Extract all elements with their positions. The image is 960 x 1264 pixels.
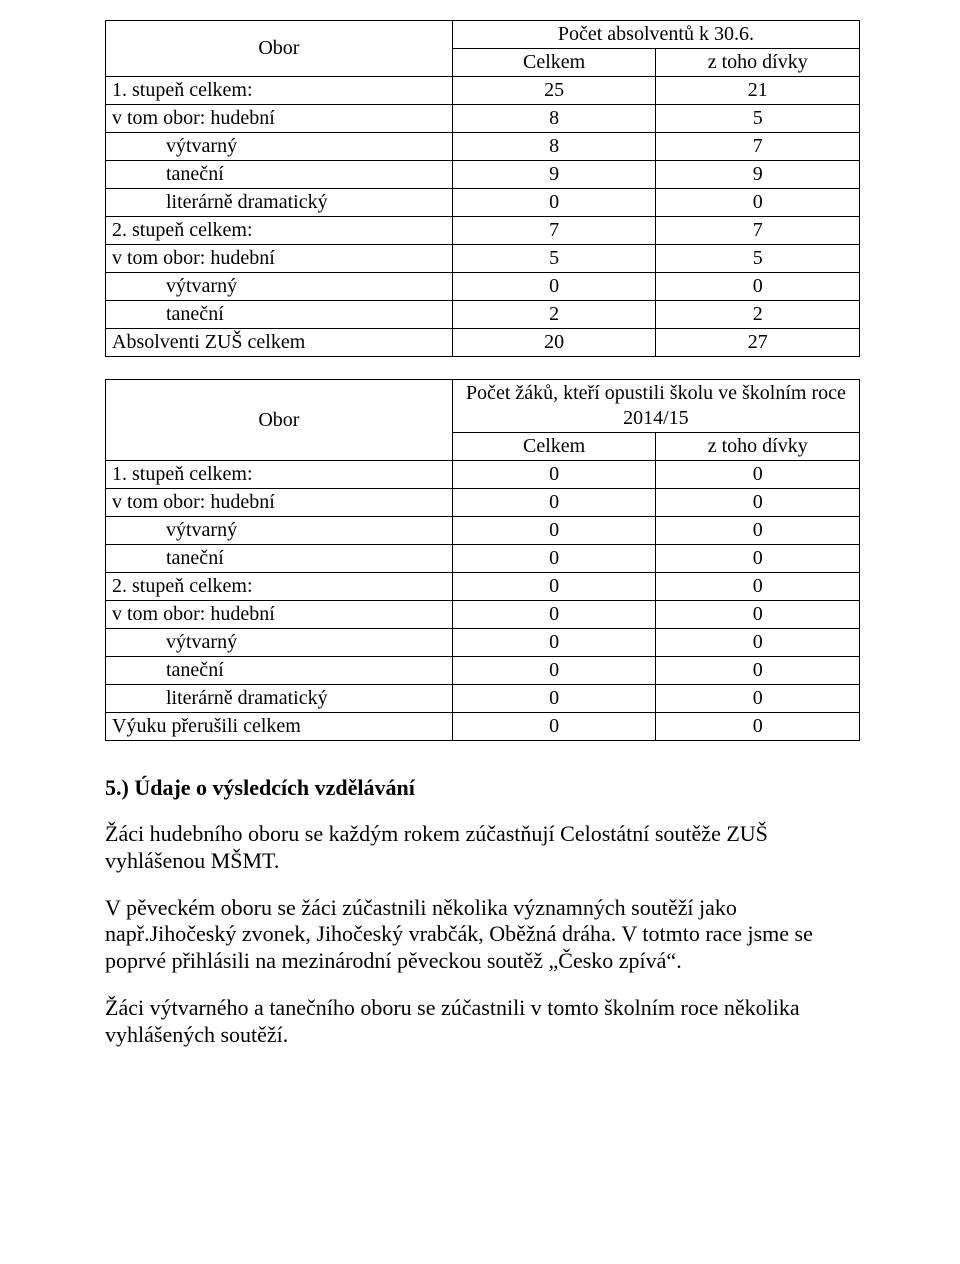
row-label: 1. stupeň celkem:: [106, 77, 453, 105]
row-label: v tom obor: hudební: [106, 489, 453, 517]
table-row: taneční00: [106, 545, 860, 573]
cell-celkem: 0: [452, 189, 656, 217]
cell-celkem: 0: [452, 545, 656, 573]
cell-celkem: 0: [452, 573, 656, 601]
cell-divky: 0: [656, 657, 860, 685]
row-label: 2. stupeň celkem:: [106, 217, 453, 245]
cell-celkem: 5: [452, 245, 656, 273]
col-header-celkem: Celkem: [452, 49, 656, 77]
cell-divky: 27: [656, 329, 860, 357]
row-label: Absolventi ZUŠ celkem: [106, 329, 453, 357]
page: Obor Počet absolventů k 30.6. Celkem z t…: [0, 0, 960, 1089]
row-label: literárně dramatický: [106, 189, 453, 217]
cell-celkem: 2: [452, 301, 656, 329]
cell-divky: 9: [656, 161, 860, 189]
row-label: taneční: [106, 301, 453, 329]
cell-celkem: 20: [452, 329, 656, 357]
paragraph: Žáci výtvarného a tanečního oboru se zúč…: [105, 995, 860, 1049]
cell-celkem: 25: [452, 77, 656, 105]
cell-divky: 7: [656, 217, 860, 245]
cell-divky: 0: [656, 713, 860, 741]
row-label: taneční: [106, 161, 453, 189]
row-label: výtvarný: [106, 273, 453, 301]
row-label: Výuku přerušili celkem: [106, 713, 453, 741]
cell-celkem: 0: [452, 273, 656, 301]
cell-celkem: 0: [452, 461, 656, 489]
table-row: 2. stupeň celkem:00: [106, 573, 860, 601]
table-row: taneční99: [106, 161, 860, 189]
table-row: výtvarný00: [106, 273, 860, 301]
cell-divky: 7: [656, 133, 860, 161]
col-header-count: Počet žáků, kteří opustili školu ve škol…: [452, 380, 859, 433]
table-row: výtvarný00: [106, 629, 860, 657]
row-label: 1. stupeň celkem:: [106, 461, 453, 489]
cell-divky: 0: [656, 489, 860, 517]
row-label: v tom obor: hudební: [106, 601, 453, 629]
cell-divky: 0: [656, 517, 860, 545]
section-heading-5: 5.) Údaje o výsledcích vzdělávání: [105, 775, 860, 801]
col-header-obor: Obor: [106, 21, 453, 77]
col-header-divky: z toho dívky: [656, 433, 860, 461]
cell-divky: 0: [656, 629, 860, 657]
table-row: v tom obor: hudební85: [106, 105, 860, 133]
row-label: v tom obor: hudební: [106, 245, 453, 273]
cell-celkem: 7: [452, 217, 656, 245]
cell-divky: 5: [656, 105, 860, 133]
col-header-count: Počet absolventů k 30.6.: [452, 21, 859, 49]
paragraph: Žáci hudebního oboru se každým rokem zúč…: [105, 821, 860, 875]
cell-celkem: 0: [452, 601, 656, 629]
cell-divky: 2: [656, 301, 860, 329]
cell-celkem: 0: [452, 489, 656, 517]
row-label: výtvarný: [106, 629, 453, 657]
cell-divky: 0: [656, 545, 860, 573]
table-row: 1. stupeň celkem:00: [106, 461, 860, 489]
cell-divky: 0: [656, 685, 860, 713]
table-row: taneční00: [106, 657, 860, 685]
table-row: v tom obor: hudební00: [106, 489, 860, 517]
cell-divky: 0: [656, 573, 860, 601]
row-label: taneční: [106, 545, 453, 573]
cell-celkem: 0: [452, 629, 656, 657]
row-label: literárně dramatický: [106, 685, 453, 713]
paragraph: V pěveckém oboru se žáci zúčastnili něko…: [105, 895, 860, 975]
cell-divky: 5: [656, 245, 860, 273]
cell-celkem: 0: [452, 517, 656, 545]
table-row: taneční22: [106, 301, 860, 329]
cell-celkem: 0: [452, 713, 656, 741]
table-row: Obor Počet absolventů k 30.6.: [106, 21, 860, 49]
table-row: Absolventi ZUŠ celkem2027: [106, 329, 860, 357]
col-header-celkem: Celkem: [452, 433, 656, 461]
table-row: literárně dramatický00: [106, 189, 860, 217]
cell-divky: 0: [656, 189, 860, 217]
row-label: taneční: [106, 657, 453, 685]
cell-divky: 0: [656, 461, 860, 489]
col-header-obor: Obor: [106, 380, 453, 461]
table-leavers: Obor Počet žáků, kteří opustili školu ve…: [105, 379, 860, 741]
cell-celkem: 9: [452, 161, 656, 189]
table-graduates: Obor Počet absolventů k 30.6. Celkem z t…: [105, 20, 860, 357]
table-row: 2. stupeň celkem:77: [106, 217, 860, 245]
cell-celkem: 8: [452, 105, 656, 133]
col-header-divky: z toho dívky: [656, 49, 860, 77]
table-row: 1. stupeň celkem:2521: [106, 77, 860, 105]
cell-celkem: 0: [452, 657, 656, 685]
cell-divky: 0: [656, 601, 860, 629]
cell-divky: 21: [656, 77, 860, 105]
table-row: Výuku přerušili celkem00: [106, 713, 860, 741]
cell-celkem: 0: [452, 685, 656, 713]
table-row: v tom obor: hudební00: [106, 601, 860, 629]
row-label: výtvarný: [106, 517, 453, 545]
cell-divky: 0: [656, 273, 860, 301]
table-row: výtvarný00: [106, 517, 860, 545]
row-label: 2. stupeň celkem:: [106, 573, 453, 601]
table-row: v tom obor: hudební55: [106, 245, 860, 273]
row-label: v tom obor: hudební: [106, 105, 453, 133]
table-row: Obor Počet žáků, kteří opustili školu ve…: [106, 380, 860, 433]
row-label: výtvarný: [106, 133, 453, 161]
cell-celkem: 8: [452, 133, 656, 161]
table-row: literárně dramatický00: [106, 685, 860, 713]
table-row: výtvarný87: [106, 133, 860, 161]
